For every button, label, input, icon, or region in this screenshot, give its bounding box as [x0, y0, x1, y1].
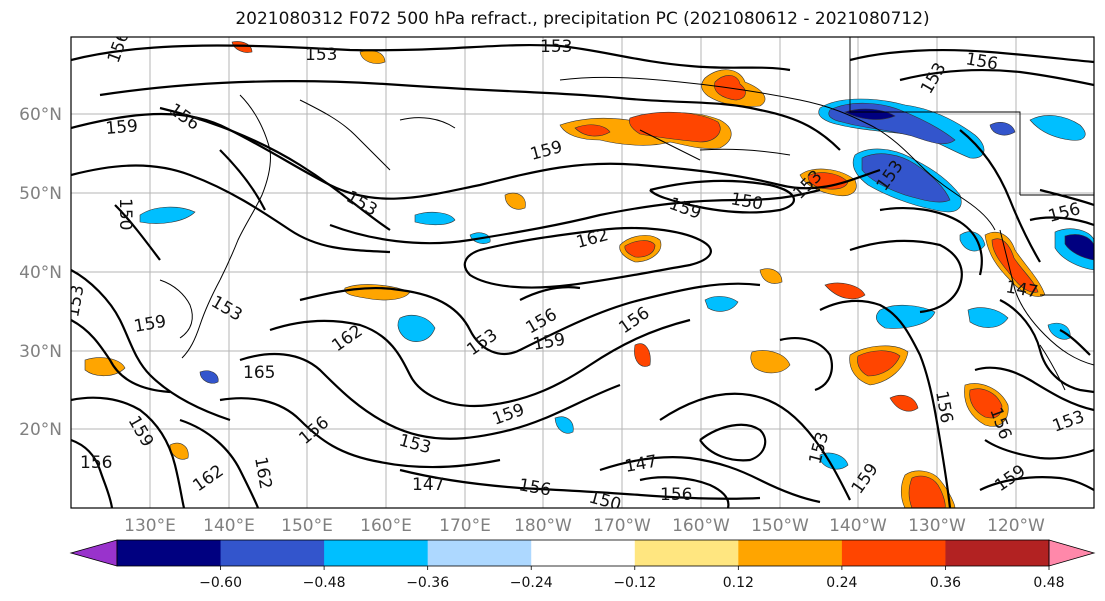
lat-tick-label: 50°N	[19, 184, 62, 204]
lon-tick-label: 170°E	[439, 516, 491, 536]
colorbar-segment	[634, 540, 739, 566]
contour-label: 156	[660, 485, 692, 505]
lon-tick-label: 180°W	[514, 516, 572, 536]
lon-tick-label: 160°E	[360, 516, 412, 536]
colorbar-ticks: −0.60 −0.48 −0.36 −0.24 −0.12 0.12 0.24 0.36 0.4…	[199, 566, 1065, 591]
refractivity-contours	[71, 43, 1094, 508]
lat-tick-label: 60°N	[19, 105, 62, 125]
contour-label: 153	[63, 283, 88, 318]
coastlines	[159, 76, 1094, 391]
colorbar-tick-label: −0.36	[406, 575, 449, 591]
lon-tick-label: 170°W	[593, 516, 651, 536]
lon-axis: 130°E 140°E 150°E 160°E 170°E 180°W 170°…	[124, 516, 1045, 536]
colorbar-segments	[117, 540, 1050, 566]
contour-label: 150	[587, 488, 624, 516]
lon-tick-label: 120°W	[987, 516, 1045, 536]
colorbar-tick-label: −0.48	[303, 575, 346, 591]
colorbar-tick-label: −0.12	[613, 575, 656, 591]
lat-tick-label: 20°N	[19, 420, 62, 440]
colorbar-tick-label: −0.24	[510, 575, 553, 591]
contour-label: 159	[105, 116, 139, 139]
colorbar-segment	[531, 540, 636, 566]
contour-label: 153	[305, 45, 337, 65]
lon-tick-label: 160°W	[672, 516, 730, 536]
lon-tick-label: 140°W	[829, 516, 887, 536]
colorbar-tick-label: 0.12	[723, 575, 754, 591]
lon-tick-label: 130°E	[124, 516, 176, 536]
lon-tick-label: 140°E	[203, 516, 255, 536]
lon-tick-label: 150°W	[751, 516, 809, 536]
lat-tick-label: 30°N	[19, 342, 62, 362]
colorbar-segment	[841, 540, 946, 566]
colorbar-segment	[117, 540, 222, 566]
map-frame	[70, 36, 1095, 509]
map-title: 2021080312 F072 500 hPa refract., precip…	[235, 9, 930, 29]
colorbar-tick-label: −0.60	[199, 575, 242, 591]
colorbar: −0.60 −0.48 −0.36 −0.24 −0.12 0.12 0.24 0.36 0.4…	[69, 539, 1096, 591]
colorbar-extend-low	[69, 539, 118, 567]
borders	[849, 37, 1094, 296]
contour-label: 165	[243, 363, 275, 383]
colorbar-extend-high	[1048, 539, 1096, 567]
map-layer: 156 153 153 156 153 159 156 159 150 153 …	[63, 37, 1094, 516]
lat-tick-label: 40°N	[19, 263, 62, 283]
colorbar-outline	[116, 539, 1050, 567]
colorbar-segment	[738, 540, 843, 566]
colorbar-tick-label: 0.48	[1033, 575, 1064, 591]
lon-tick-label: 150°E	[281, 516, 333, 536]
contour-label: 150	[115, 198, 135, 230]
colorbar-tick-label: 0.36	[930, 575, 961, 591]
colorbar-segment	[945, 540, 1050, 566]
colorbar-segment	[427, 540, 532, 566]
colorbar-segment	[220, 540, 325, 566]
contour-label: 147	[412, 475, 444, 495]
colorbar-tick-label: 0.24	[826, 575, 857, 591]
lat-axis: 60°N 50°N 40°N 30°N 20°N	[19, 105, 62, 440]
colorbar-segment	[324, 540, 429, 566]
lon-tick-label: 130°W	[908, 516, 966, 536]
contour-label: 153	[540, 37, 572, 57]
contour-label: 156	[80, 453, 112, 473]
